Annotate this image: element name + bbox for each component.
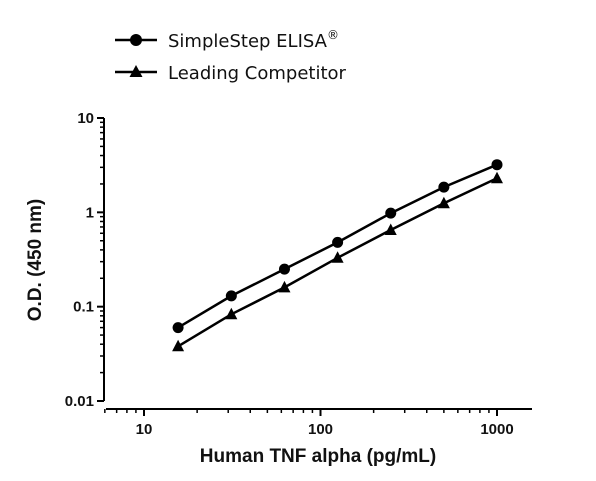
y-tick-label: 0.1 [73, 299, 94, 316]
data-point-triangle [225, 307, 238, 320]
legend-item-simplestep: SimpleStep ELISA® [115, 28, 339, 52]
data-point-circle [172, 322, 184, 334]
y-tick-label: 10 [77, 110, 94, 127]
legend-label-simplestep: SimpleStep ELISA® [168, 28, 339, 52]
y-axis-label: O.D. (450 nm) [25, 199, 46, 321]
x-tick-label: 1000 [480, 421, 513, 438]
x-tick-label: 100 [308, 421, 333, 438]
legend-label-competitor: Leading Competitor [168, 63, 347, 84]
data-point-triangle [491, 171, 503, 184]
data-point-circle [278, 263, 290, 275]
data-point-triangle [172, 339, 185, 352]
series-simplestep [172, 159, 503, 334]
x-ticks: 10 100 1000 [104, 409, 514, 438]
registered-mark: ® [327, 28, 339, 42]
legend-marker-triangle-icon [129, 65, 143, 77]
series-competitor [172, 171, 503, 352]
data-point-triangle [278, 280, 291, 293]
data-point-circle [491, 159, 503, 171]
y-tick-label: 0.01 [65, 393, 94, 410]
data-point-circle [385, 207, 397, 219]
plot-area [172, 159, 503, 352]
x-axis-label: Human TNF alpha (pg/mL) [200, 446, 436, 467]
y-tick-label: 1 [86, 204, 94, 221]
data-point-circle [438, 181, 450, 193]
legend-item-competitor: Leading Competitor [115, 63, 347, 84]
data-point-circle [332, 236, 344, 248]
legend: SimpleStep ELISA® Leading Competitor [115, 28, 347, 84]
axes: 0.01 0.1 1 10 10 100 1000 [65, 110, 532, 438]
x-tick-label: 10 [136, 421, 153, 438]
y-ticks: 0.01 0.1 1 10 [65, 110, 104, 410]
data-point-triangle [437, 196, 450, 209]
data-point-triangle [331, 251, 344, 263]
data-point-triangle [384, 223, 397, 235]
data-point-circle [225, 290, 237, 302]
legend-marker-circle-icon [130, 34, 142, 46]
